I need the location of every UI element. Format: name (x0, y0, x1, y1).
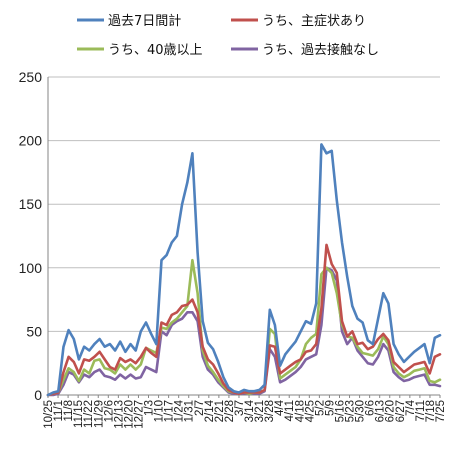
x-axis-tick-labels: 10/2511/111/811/1511/2211/2912/612/1312/… (43, 395, 447, 429)
y-tick-label: 150 (19, 196, 43, 212)
x-tick-label: 12/27 (133, 400, 145, 429)
x-tick-label: 4/4 (274, 399, 286, 416)
x-tick-label: 11/22 (83, 400, 95, 428)
x-tick-label: 11/15 (73, 400, 85, 428)
x-tick-label: 4/11 (284, 400, 296, 422)
x-tick-label: 4/18 (294, 400, 306, 422)
x-tick-label: 1/31 (184, 400, 196, 422)
x-tick-label: 4/25 (304, 400, 316, 422)
series-line-2 (46, 258, 442, 397)
legend-label-0: 過去7日間計 (108, 13, 181, 29)
legend-label-3: うち、過去接触なし (262, 42, 379, 58)
y-tick-label: 200 (19, 133, 43, 149)
x-tick-label: 2/21 (214, 400, 226, 422)
series-lines (46, 143, 442, 397)
x-tick-label: 7/25 (435, 400, 447, 422)
x-tick-label: 2/7 (194, 400, 206, 416)
y-tick-label: 250 (19, 69, 43, 85)
x-tick-label: 7/18 (425, 400, 437, 422)
legend-label-1: うち、主症状あり (262, 14, 366, 29)
y-axis-tick-labels: 0 50 100 150 200 250 (19, 69, 43, 403)
x-tick-label: 3/7 (234, 400, 246, 416)
x-tick-label: 6/27 (395, 400, 407, 422)
x-tick-label: 11/29 (93, 400, 105, 428)
x-tick-label: 6/6 (365, 400, 377, 416)
x-tick-label: 1/24 (174, 399, 186, 422)
y-tick-label: 100 (19, 260, 43, 276)
x-tick-label: 12/6 (103, 400, 115, 422)
x-tick-label: 10/25 (43, 400, 55, 429)
x-tick-label: 12/20 (123, 400, 135, 429)
x-tick-label: 1/10 (154, 400, 166, 422)
y-tick-label: 0 (34, 387, 42, 403)
x-tick-label: 7/11 (415, 400, 427, 422)
x-tick-label: 3/14 (244, 399, 256, 422)
x-tick-label: 7/4 (405, 399, 417, 416)
y-tick-label: 50 (26, 323, 42, 339)
x-tick-label: 12/13 (113, 400, 125, 429)
x-tick-label: 11/8 (63, 400, 75, 422)
x-tick-label: 5/23 (345, 400, 357, 422)
x-tick-label: 5/9 (324, 400, 336, 416)
x-tick-label: 5/30 (355, 400, 367, 422)
x-tick-label: 5/2 (314, 400, 326, 416)
series-line-0 (46, 143, 442, 397)
x-tick-label: 1/3 (144, 400, 156, 416)
x-tick-label: 6/20 (385, 400, 397, 422)
x-tick-label: 11/1 (53, 400, 65, 422)
x-tick-label: 6/13 (375, 400, 387, 422)
x-tick-label: 2/28 (224, 400, 236, 422)
x-tick-label: 5/16 (334, 400, 346, 422)
x-tick-label: 3/28 (264, 400, 276, 422)
x-tick-label: 3/21 (254, 400, 266, 422)
series-line-1 (46, 243, 442, 397)
legend-label-2: うち、40歳以上 (108, 43, 203, 58)
x-tick-label: 1/17 (164, 400, 176, 422)
x-tick-label: 2/14 (204, 399, 216, 422)
